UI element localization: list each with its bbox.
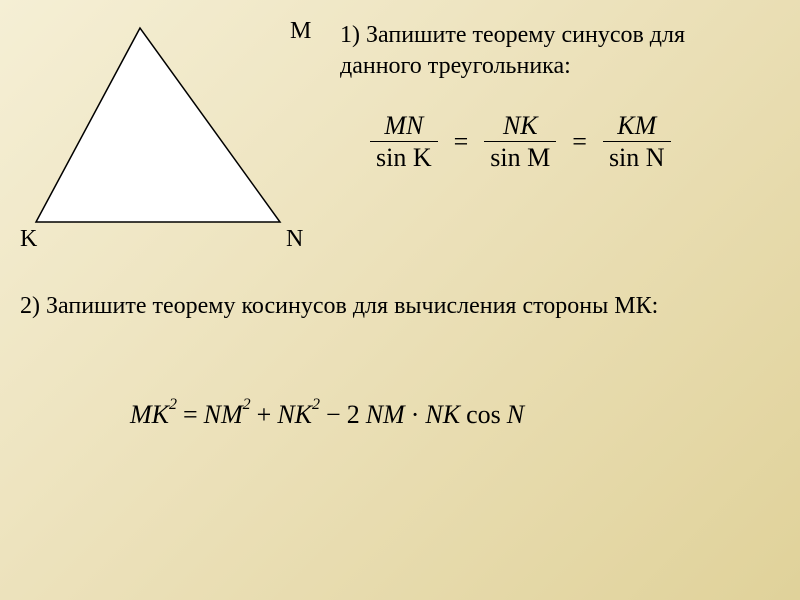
- cosine-theorem-formula: MK2 = NM2 + NK2 − 2 NM · NK cos N: [130, 400, 524, 430]
- question-2-text: 2) Запишите теорему косинусов для вычисл…: [20, 290, 760, 322]
- frac1-den: sin K: [370, 142, 438, 173]
- cos: cos: [466, 400, 501, 430]
- frac1-num: MN: [378, 110, 429, 141]
- eq: =: [183, 400, 198, 430]
- fraction-2: NK sin M: [484, 110, 556, 173]
- vertex-label-k: K: [20, 226, 37, 253]
- fraction-3: KM sin N: [603, 110, 671, 173]
- equals-1: =: [452, 127, 471, 157]
- factor2: NK: [425, 400, 460, 430]
- frac3-num: KM: [611, 110, 662, 141]
- angle: N: [507, 400, 524, 430]
- equals-2: =: [570, 127, 589, 157]
- sine-theorem-formula: MN sin K = NK sin M = KM sin N: [370, 110, 671, 173]
- plus: +: [257, 400, 272, 430]
- term1: NM2: [204, 400, 251, 430]
- frac3-den: sin N: [603, 142, 671, 173]
- dot: ·: [411, 400, 420, 430]
- vertex-label-m: M: [290, 18, 311, 45]
- fraction-1: MN sin K: [370, 110, 438, 173]
- question-1-text: 1) Запишите теорему синусов для данного …: [340, 20, 760, 82]
- frac2-den: sin M: [484, 142, 556, 173]
- lhs: MK2: [130, 400, 177, 430]
- coef: 2: [347, 400, 360, 430]
- minus: −: [326, 400, 341, 430]
- term2: NK2: [277, 400, 320, 430]
- factor1: NM: [366, 400, 405, 430]
- frac2-num: NK: [497, 110, 544, 141]
- vertex-label-n: N: [286, 226, 303, 253]
- triangle-diagram: [30, 22, 290, 232]
